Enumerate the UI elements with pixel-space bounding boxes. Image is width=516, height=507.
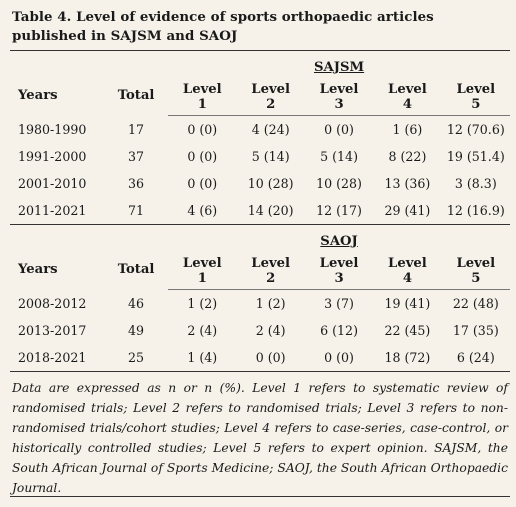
cell-level-1: 0 (0) (187, 122, 218, 137)
cell-level-4: 1 (6) (392, 122, 423, 137)
col-header-level-word: Level (182, 256, 222, 271)
cell-level-5: 17 (35) (452, 323, 499, 338)
col-header-level-word: Level (319, 82, 359, 97)
cell-years: 1991-2000 (18, 149, 87, 164)
cell-level-1: 1 (4) (168, 344, 237, 372)
header-row: Years Total Level Level Level Level Leve… (10, 249, 510, 277)
cell-level-1: 4 (6) (168, 197, 237, 225)
cell-level-1: 0 (0) (187, 149, 218, 164)
col-header-years: Years (18, 87, 58, 103)
cell-level-5: 19 (51.4) (446, 149, 505, 164)
cell-level-5: 12 (16.9) (441, 197, 510, 225)
cell-level-3: 10 (28) (316, 176, 362, 191)
cell-level-4: 8 (22) (388, 149, 427, 164)
cell-total: 46 (128, 295, 145, 311)
col-header-level-word: Level (251, 256, 291, 271)
cell-level-3: 5 (14) (320, 149, 358, 164)
header-row: Years Total Level Level Level Level Leve… (10, 75, 510, 103)
col-header-level-2: 2 (236, 97, 305, 116)
table-row: 2018-2021 25 1 (4) 0 (0) 0 (0) 18 (72) 6… (10, 344, 510, 372)
section-title-row: SAJSM (10, 50, 510, 75)
cell-years: 2001-2010 (18, 176, 87, 191)
cell-level-2: 1 (2) (255, 296, 286, 311)
table-row: 1980-1990 17 0 (0) 4 (24) 0 (0) 1 (6) 12… (10, 116, 510, 144)
col-header-level-word: Level (388, 256, 427, 271)
cell-level-3: 0 (0) (324, 122, 354, 137)
cell-total: 36 (128, 176, 145, 191)
col-header-level-4: 4 (373, 271, 442, 290)
cell-level-2: 4 (24) (251, 122, 290, 137)
cell-level-2: 10 (28) (247, 176, 294, 191)
cell-level-1: 1 (2) (187, 296, 218, 311)
cell-level-3: 3 (7) (324, 296, 354, 311)
cell-level-4: 22 (45) (384, 323, 431, 338)
cell-level-3: 12 (17) (304, 197, 374, 225)
bottom-rule (10, 496, 510, 497)
cell-level-5: 22 (48) (452, 296, 499, 311)
table-row: 2001-2010 36 0 (0) 10 (28) 10 (28) 13 (3… (10, 170, 510, 197)
cell-level-5: 6 (24) (441, 344, 510, 372)
col-header-total: Total (117, 87, 155, 103)
table-row: 2011-2021 71 4 (6) 14 (20) 12 (17) 29 (4… (10, 197, 510, 225)
table-footnote: Data are expressed as n or n (%). Level … (12, 381, 508, 495)
col-header-level-1: 1 (168, 97, 237, 116)
cell-level-1: 0 (0) (187, 176, 218, 191)
table-row: 2013-2017 49 2 (4) 2 (4) 6 (12) 22 (45) … (10, 317, 510, 344)
cell-level-5: 12 (70.6) (446, 122, 505, 137)
cell-level-1: 2 (4) (187, 323, 218, 338)
col-header-level-1: 1 (168, 271, 237, 290)
cell-level-3: 0 (0) (304, 344, 374, 372)
cell-total: 25 (104, 344, 169, 372)
cell-years: 2008-2012 (18, 295, 87, 311)
col-header-level-3: 3 (304, 97, 374, 116)
cell-total: 49 (128, 323, 145, 338)
header-row-numbers: 1 2 3 4 5 (10, 97, 510, 116)
cell-level-4: 19 (41) (384, 296, 431, 311)
col-header-years: Years (18, 261, 58, 277)
cell-level-2: 2 (4) (255, 323, 286, 338)
table-row: 2008-2012 46 1 (2) 1 (2) 3 (7) 19 (41) 2… (10, 290, 510, 318)
col-header-level-word: Level (456, 82, 496, 97)
col-header-level-word: Level (319, 256, 359, 271)
evidence-table: SAJSM Years Total Level Level Level Leve… (10, 50, 510, 372)
cell-level-2: 5 (14) (251, 149, 290, 164)
table-caption: Table 4. Level of evidence of sports ort… (12, 9, 434, 44)
cell-total: 71 (104, 197, 169, 225)
header-row-numbers: 1 2 3 4 5 (10, 271, 510, 290)
cell-years: 2011-2021 (10, 197, 105, 225)
table-row: 1991-2000 37 0 (0) 5 (14) 5 (14) 8 (22) … (10, 143, 510, 170)
col-header-level-2: 2 (236, 271, 305, 290)
cell-level-2: 14 (20) (236, 197, 305, 225)
col-header-level-5: 5 (441, 97, 510, 116)
cell-level-4: 13 (36) (384, 176, 431, 191)
cell-years: 1980-1990 (18, 121, 87, 137)
cell-total: 17 (128, 121, 145, 137)
cell-level-3: 6 (12) (320, 323, 358, 338)
cell-total: 37 (128, 149, 145, 164)
section-title-row: SAOJ (10, 225, 510, 249)
col-header-level-3: 3 (304, 271, 374, 290)
cell-level-2: 0 (0) (236, 344, 305, 372)
col-header-level-4: 4 (373, 97, 442, 116)
col-header-level-5: 5 (441, 271, 510, 290)
col-header-level-word: Level (182, 82, 222, 97)
section-title-sajsm: SAJSM (236, 50, 442, 75)
cell-level-4: 18 (72) (373, 344, 442, 372)
cell-level-4: 29 (41) (373, 197, 442, 225)
col-header-level-word: Level (456, 256, 496, 271)
col-header-level-word: Level (388, 82, 427, 97)
col-header-level-word: Level (251, 82, 291, 97)
cell-years: 2018-2021 (10, 344, 105, 372)
cell-years: 2013-2017 (18, 323, 87, 338)
section-title-saoj: SAOJ (320, 234, 358, 249)
col-header-total: Total (117, 261, 155, 277)
cell-level-5: 3 (8.3) (454, 176, 497, 191)
